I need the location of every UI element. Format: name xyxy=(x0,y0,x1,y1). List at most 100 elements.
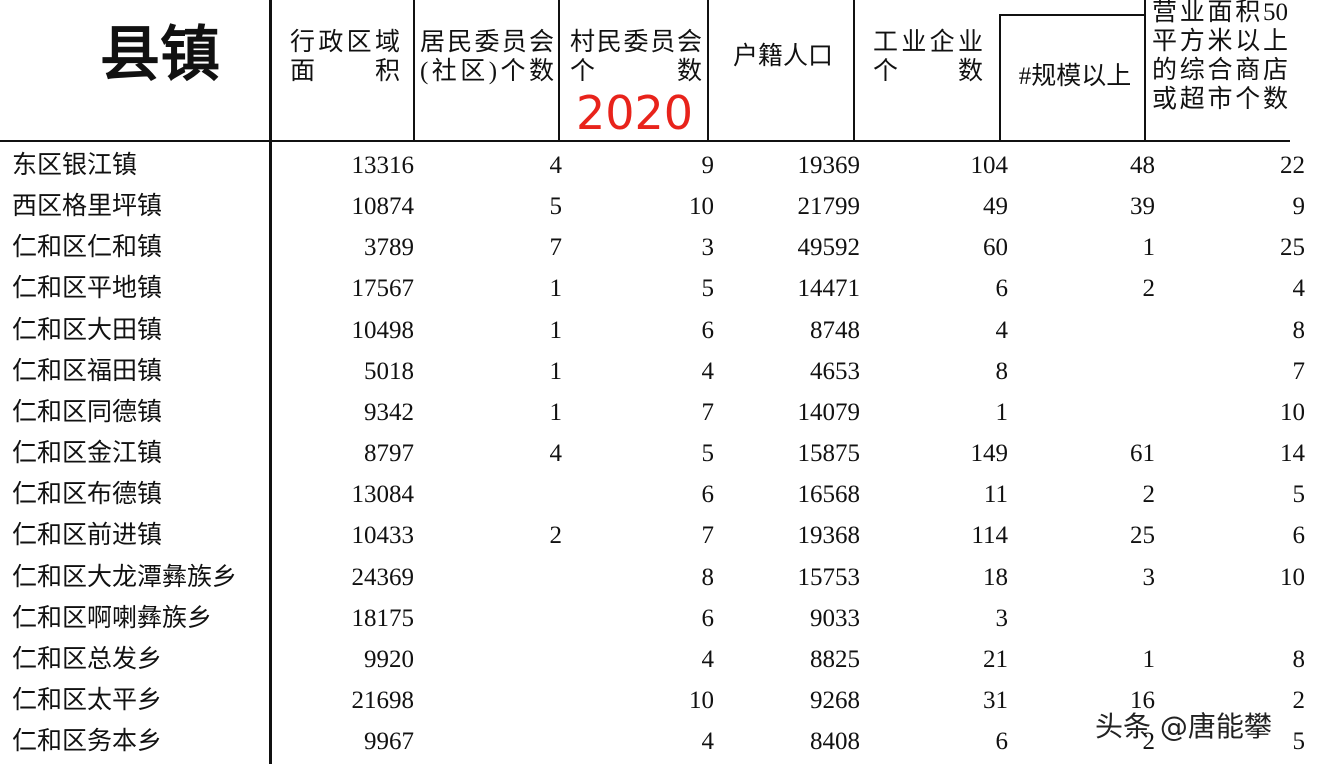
cell: 16 xyxy=(1130,686,1155,714)
rule xyxy=(0,140,1290,142)
cell: 3 xyxy=(701,234,715,262)
cell: 25 xyxy=(1130,522,1155,550)
cell: 4 xyxy=(701,357,715,385)
cell: 4 xyxy=(995,316,1009,344)
cell: 8408 xyxy=(810,728,860,756)
cell: 149 xyxy=(970,440,1009,468)
column-header: 村民委员会 xyxy=(570,29,702,56)
column-header: 个 数 xyxy=(873,58,983,85)
column-header: 个 数 xyxy=(570,58,702,85)
cell: 10 xyxy=(1280,398,1305,426)
cell: 10874 xyxy=(351,193,415,221)
rule xyxy=(413,0,415,142)
cell: 8797 xyxy=(364,440,414,468)
cell: 7 xyxy=(701,522,715,550)
cell: 104 xyxy=(970,152,1009,179)
cell: 8 xyxy=(1292,316,1306,344)
cell: 2 xyxy=(549,522,563,550)
cell: 5 xyxy=(701,275,715,303)
cell: 5018 xyxy=(364,357,414,385)
cell: 9920 xyxy=(364,645,414,673)
cell: 9342 xyxy=(364,398,414,426)
cell: 8 xyxy=(995,357,1009,385)
rule xyxy=(707,0,709,142)
row-label: 仁和区前进镇 xyxy=(12,522,163,550)
cell: 16568 xyxy=(797,481,861,509)
column-header: 户籍人口 xyxy=(732,43,833,70)
rule xyxy=(558,0,560,142)
cell: 1 xyxy=(1142,234,1156,262)
cell: 39 xyxy=(1130,193,1155,221)
cell: 2 xyxy=(1142,728,1156,756)
cell: 1 xyxy=(1142,645,1156,673)
cell: 15753 xyxy=(797,563,861,591)
cell: 9967 xyxy=(364,728,414,756)
cell: 7 xyxy=(1292,357,1306,385)
cell: 3 xyxy=(1142,563,1156,591)
cell: 8 xyxy=(1292,645,1306,673)
cell: 4 xyxy=(701,728,715,756)
cell: 6 xyxy=(701,481,715,509)
row-label: 仁和区大龙潭彝族乡 xyxy=(12,563,238,591)
column-header: 的综合商店 xyxy=(1152,57,1288,84)
cell: 60 xyxy=(983,234,1008,262)
cell: 19368 xyxy=(797,522,861,550)
cell: 14471 xyxy=(797,275,861,303)
cell: 10 xyxy=(689,193,714,221)
cell: 10 xyxy=(1280,563,1305,591)
cell: 21799 xyxy=(797,193,861,221)
cell: 31 xyxy=(983,686,1008,714)
row-label: 仁和区仁和镇 xyxy=(12,234,163,262)
cell: 9268 xyxy=(810,686,860,714)
cell: 14079 xyxy=(797,398,861,426)
cell: 4 xyxy=(549,440,563,468)
column-header: 工业企业 xyxy=(873,29,983,56)
column-header: 营业面积50 xyxy=(1152,0,1288,26)
column-header: 或超市个数 xyxy=(1152,86,1288,113)
cell: 25 xyxy=(1280,234,1305,262)
rule xyxy=(999,15,1001,142)
cell: 17567 xyxy=(351,275,415,303)
cell: 7 xyxy=(701,398,715,426)
cell: 15875 xyxy=(797,440,861,468)
column-header: 行政区域 xyxy=(290,29,400,56)
cell: 8825 xyxy=(810,645,860,673)
cell: 2 xyxy=(1142,481,1156,509)
watermark: 头条 @唐能攀 xyxy=(1095,710,1272,743)
cell: 18175 xyxy=(351,604,415,632)
cell: 10433 xyxy=(351,522,415,550)
cell: 4653 xyxy=(810,357,860,385)
cell: 9 xyxy=(1292,193,1306,221)
cell: 1 xyxy=(549,398,563,426)
cell: 6 xyxy=(1292,522,1306,550)
cell: 114 xyxy=(971,522,1008,550)
cell: 7 xyxy=(549,234,563,262)
column-header: 居民委员会 xyxy=(420,29,554,56)
cell: 6 xyxy=(995,275,1009,303)
row-label: 仁和区务本乡 xyxy=(12,728,163,756)
cell: 14 xyxy=(1280,440,1305,468)
row-label: 仁和区金江镇 xyxy=(12,440,163,468)
cell: 9 xyxy=(701,152,715,179)
row-label: 仁和区啊喇彝族乡 xyxy=(12,604,213,632)
cell: 49592 xyxy=(797,234,861,262)
column-header: (社区)个数 xyxy=(420,58,554,85)
cell: 5 xyxy=(549,193,563,221)
row-label: 西区格里坪镇 xyxy=(12,193,163,221)
cell: 3789 xyxy=(364,234,414,262)
rule xyxy=(853,0,855,142)
cell: 18 xyxy=(983,563,1008,591)
cell: 22 xyxy=(1280,152,1305,179)
cell: 1 xyxy=(549,316,563,344)
row-label: 仁和区总发乡 xyxy=(12,645,163,673)
cell: 11 xyxy=(983,481,1008,509)
year-annotation: 2020 xyxy=(576,86,694,140)
cell: 1 xyxy=(995,398,1009,426)
cell: 1 xyxy=(549,275,563,303)
cell: 4 xyxy=(549,152,563,179)
cell: 61 xyxy=(1130,440,1155,468)
cell: 1 xyxy=(549,357,563,385)
cell: 5 xyxy=(1292,728,1306,756)
cell: 6 xyxy=(701,604,715,632)
